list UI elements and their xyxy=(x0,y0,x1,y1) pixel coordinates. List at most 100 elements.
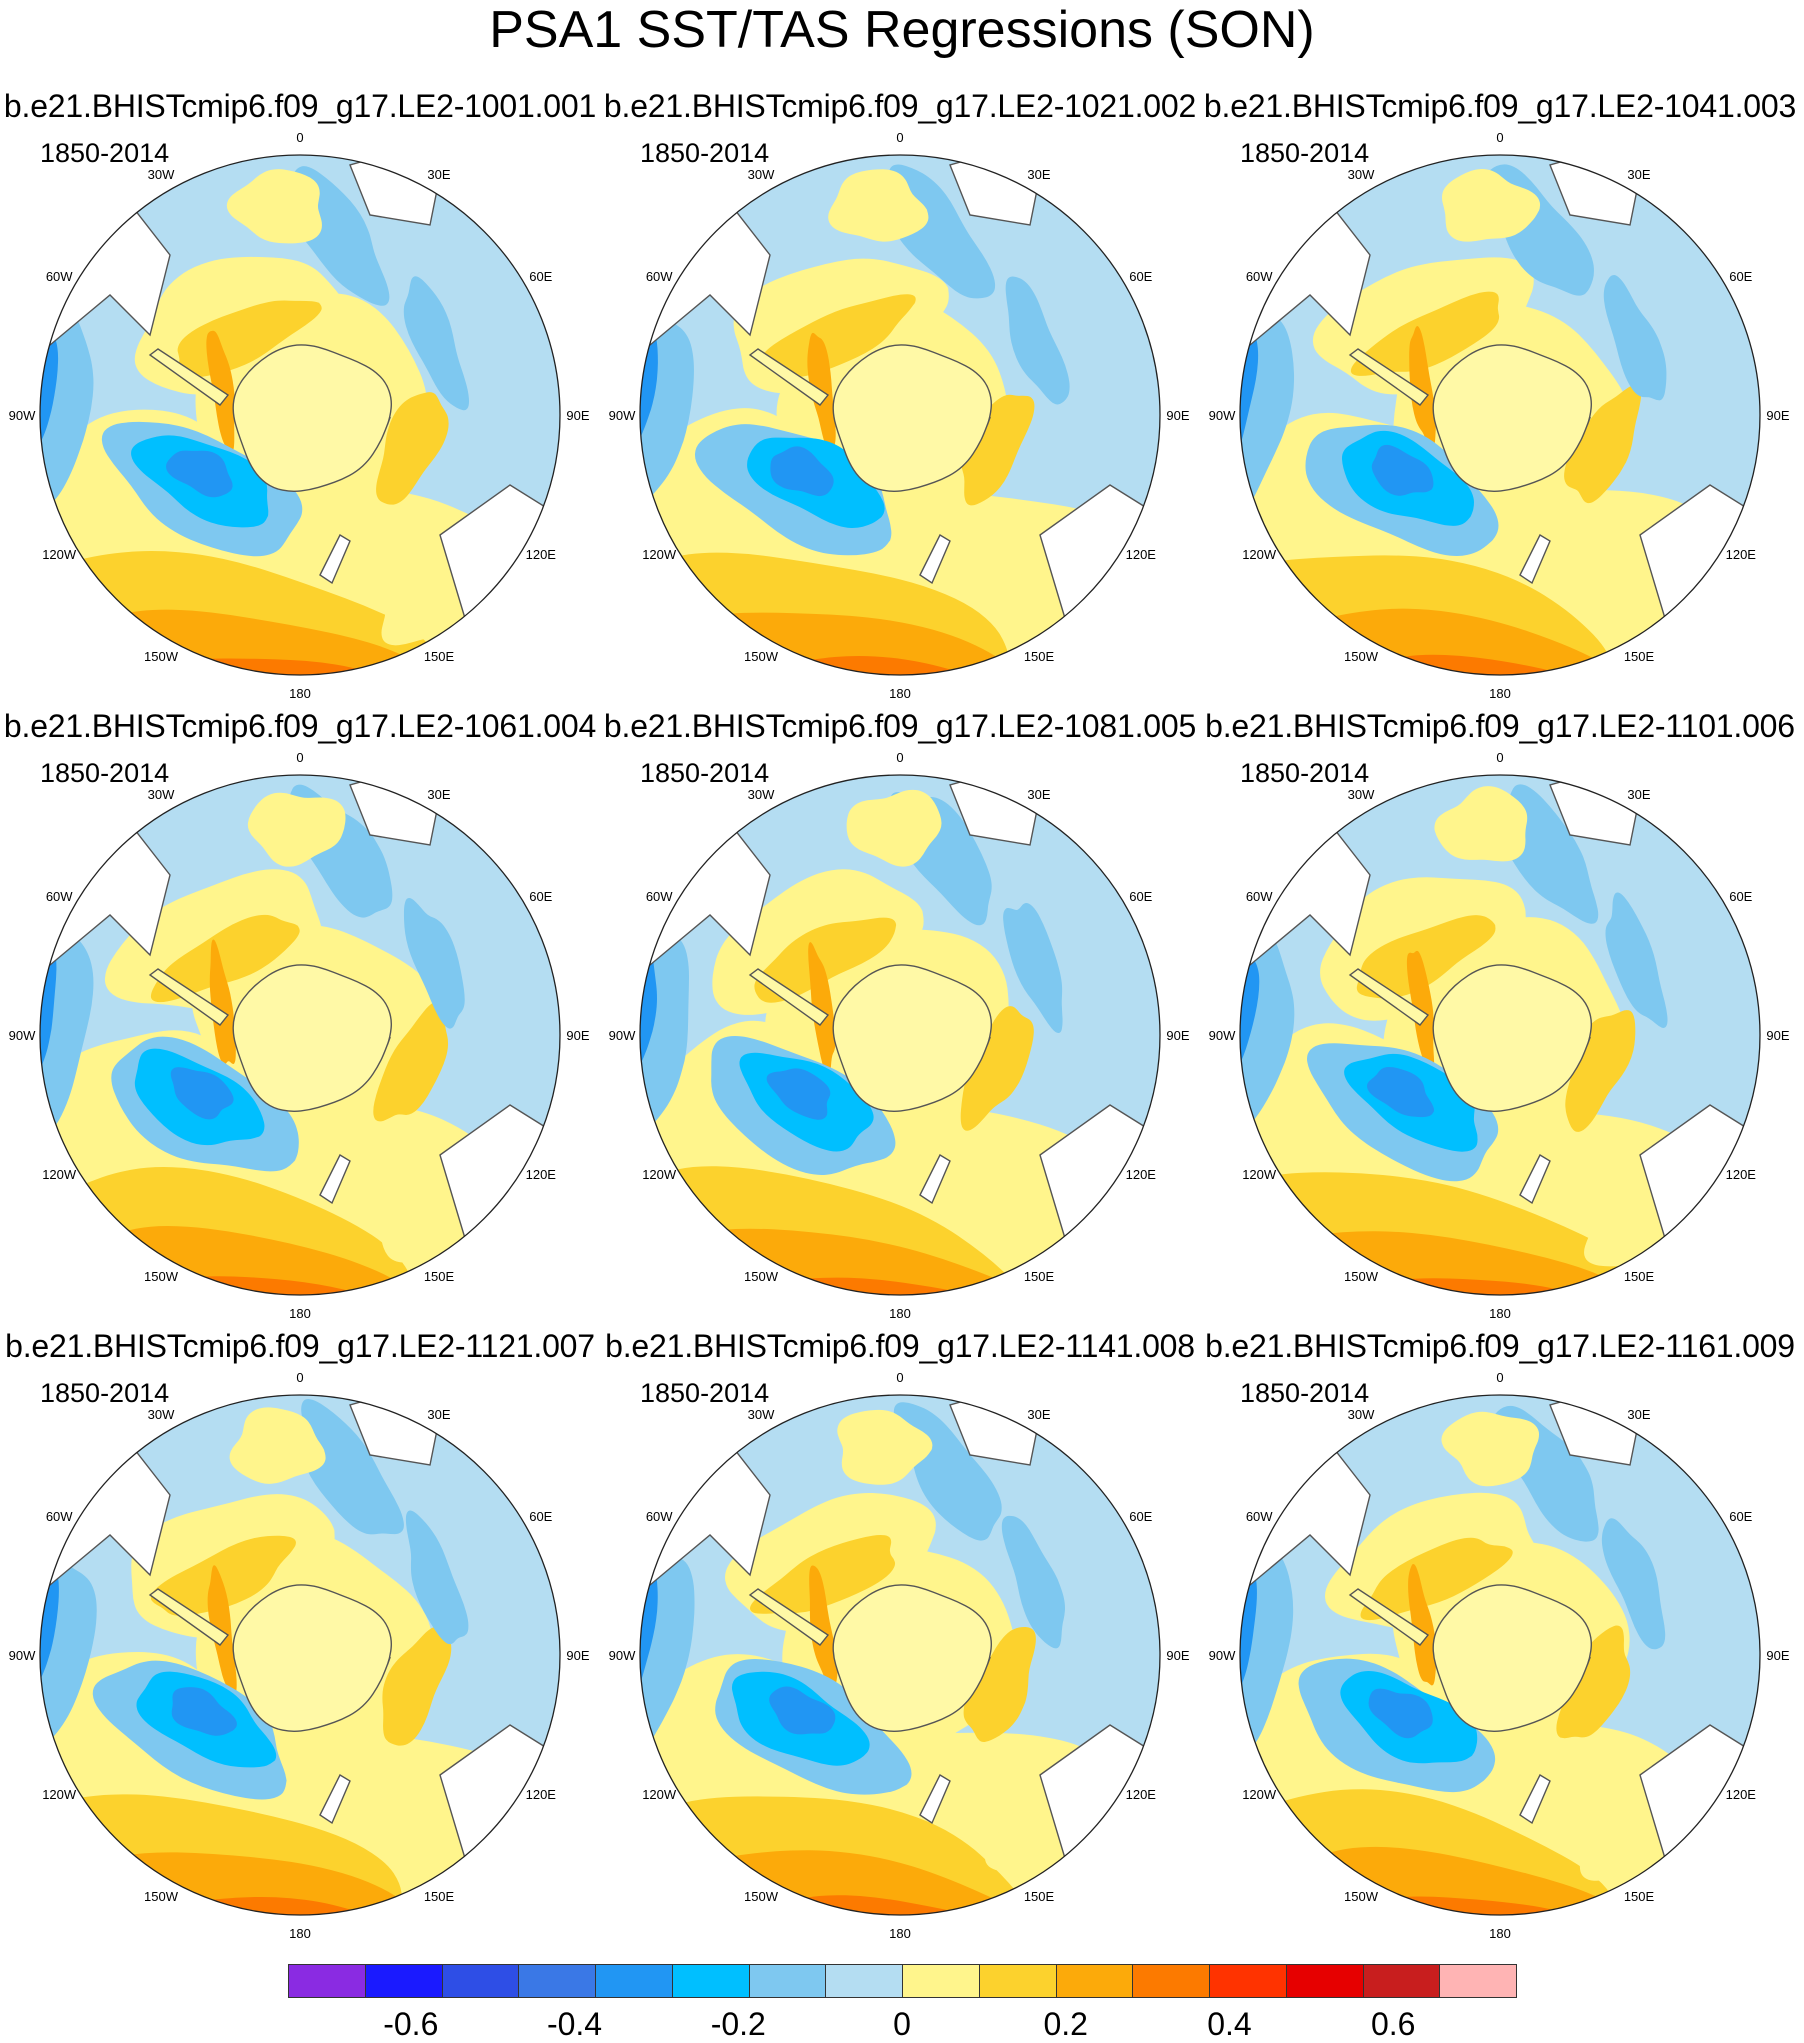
cold-anomaly-region xyxy=(1005,276,1070,405)
new-zealand-landmass xyxy=(1519,1154,1551,1205)
longitude-label: 60E xyxy=(529,1509,552,1524)
antarctic-peninsula xyxy=(148,348,230,406)
longitude-label: 30E xyxy=(427,787,450,802)
new-zealand-landmass xyxy=(319,1774,351,1825)
period-label: 1850-2014 xyxy=(1240,138,1370,168)
colorbar-tick-label: -0.6 xyxy=(383,2006,439,2042)
longitude-label: 150E xyxy=(1024,1889,1055,1904)
regression-field xyxy=(40,155,560,675)
antarctica-landmass xyxy=(232,344,393,493)
warm-anomaly-region xyxy=(373,1001,449,1122)
longitude-label: 60W xyxy=(1246,889,1273,904)
longitude-label: 90E xyxy=(1166,1028,1189,1043)
warm-anomaly-region xyxy=(1556,1625,1631,1739)
cold-anomaly-region xyxy=(1368,1688,1433,1739)
longitude-label: 0 xyxy=(1496,1370,1503,1385)
warm-anomaly-region xyxy=(828,169,929,242)
longitude-label: 120W xyxy=(642,1167,677,1182)
longitude-label: 90E xyxy=(1766,1648,1789,1663)
antarctic-peninsula xyxy=(1348,968,1430,1026)
longitude-label: 0 xyxy=(296,130,303,145)
longitude-label: 150W xyxy=(1344,649,1379,664)
longitude-label: 150W xyxy=(144,649,179,664)
warm-anomaly-region xyxy=(1564,385,1642,504)
colorbar: -0.6 -0.4 -0.2 0 0.2 0.4 0.6 xyxy=(288,1964,1517,2042)
antarctic-peninsula xyxy=(748,1588,830,1646)
longitude-label: 60E xyxy=(529,889,552,904)
longitude-label: 90E xyxy=(1166,1648,1189,1663)
longitude-label: 180 xyxy=(889,1306,911,1321)
longitude-label: 90W xyxy=(1209,1648,1236,1663)
regression-field xyxy=(1240,775,1760,1295)
longitude-label: 150W xyxy=(1344,1889,1379,1904)
period-label: 1850-2014 xyxy=(40,758,170,788)
map-panel: b.e21.BHISTcmip6.f09_g17.LE2-1041.003 0 3… xyxy=(1200,88,1800,708)
longitude-label: 120E xyxy=(526,547,557,562)
cold-anomaly-region xyxy=(403,276,470,411)
new-zealand-landmass xyxy=(1519,1774,1551,1825)
antarctic-peninsula xyxy=(748,968,830,1026)
period-label: 1850-2014 xyxy=(640,138,770,168)
longitude-label: 150E xyxy=(424,1889,455,1904)
antarctica-landmass xyxy=(1432,344,1593,493)
regression-field xyxy=(1240,1395,1760,1915)
longitude-label: 150W xyxy=(744,649,779,664)
longitude-label: 120E xyxy=(526,1167,557,1182)
cold-anomaly-region xyxy=(1367,1066,1435,1118)
cold-anomaly-region xyxy=(770,446,834,497)
panel-title: b.e21.BHISTcmip6.f09_g17.LE2-1081.005 xyxy=(603,708,1197,744)
polar-map: 0 30E 60E 90E 120E 150E 180 150W 120W 90W 60W 30W xyxy=(1209,1370,1790,1941)
warm-anomaly-region xyxy=(837,1409,934,1485)
polar-map: 0 30E 60E 90E 120E 150E 180 150W 120W 90W 60W 30W xyxy=(609,750,1190,1321)
colorbar-swatch xyxy=(825,1964,903,1998)
longitude-label: 90E xyxy=(1766,408,1789,423)
antarctica-landmass xyxy=(832,1584,993,1733)
longitude-label: 180 xyxy=(1489,686,1511,701)
longitude-label: 90E xyxy=(566,1648,589,1663)
longitude-label: 60E xyxy=(1729,1509,1752,1524)
antarctica-landmass xyxy=(1432,1584,1593,1733)
new-zealand-landmass xyxy=(919,1774,951,1825)
regression-field xyxy=(40,775,560,1295)
colorbar-swatch xyxy=(364,1964,443,1998)
longitude-label: 150E xyxy=(1024,649,1055,664)
longitude-label: 30W xyxy=(148,787,175,802)
longitude-label: 0 xyxy=(896,130,903,145)
colorbar-tick-label: 0.4 xyxy=(1207,2006,1252,2042)
warm-anomaly-region xyxy=(808,942,836,1077)
longitude-label: 180 xyxy=(289,1926,311,1941)
period-label: 1850-2014 xyxy=(40,138,170,168)
longitude-label: 60W xyxy=(46,1509,73,1524)
longitude-label: 120W xyxy=(42,1167,77,1182)
cold-anomaly-region xyxy=(1601,1518,1666,1650)
cold-anomaly-region xyxy=(403,897,465,1029)
antarctic-peninsula xyxy=(1348,348,1430,406)
longitude-label: 120E xyxy=(1726,1787,1757,1802)
antarctica-landmass xyxy=(232,964,393,1113)
longitude-label: 150E xyxy=(1624,649,1655,664)
new-zealand-landmass xyxy=(1519,534,1551,585)
colorbar-tick-label: -0.2 xyxy=(710,2006,766,2042)
map-panel: b.e21.BHISTcmip6.f09_g17.LE2-1101.006 0 3… xyxy=(1200,708,1800,1328)
map-boundary xyxy=(639,154,1161,676)
colorbar-tick-label: 0.2 xyxy=(1043,2006,1088,2042)
longitude-label: 90W xyxy=(609,1648,636,1663)
warm-anomaly-region xyxy=(1441,168,1541,242)
warm-anomaly-region xyxy=(1434,786,1528,862)
longitude-label: 30W xyxy=(1348,167,1375,182)
warm-anomaly-region xyxy=(754,917,897,1003)
polar-map: 0 30E 60E 90E 120E 150E 180 150W 120W 90W 60W 30W xyxy=(1209,130,1790,701)
warm-anomaly-region xyxy=(1356,915,1496,999)
longitude-label: 60E xyxy=(1729,269,1752,284)
antarctic-peninsula xyxy=(748,348,830,406)
longitude-label: 60E xyxy=(529,269,552,284)
longitude-label: 90W xyxy=(1209,1028,1236,1043)
longitude-label: 30E xyxy=(1627,167,1650,182)
longitude-label: 30W xyxy=(748,167,775,182)
cold-anomaly-region xyxy=(301,1399,404,1535)
cold-anomaly-region xyxy=(766,1068,831,1120)
longitude-label: 90W xyxy=(609,408,636,423)
antarctica-landmass xyxy=(232,1584,393,1733)
panel-title: b.e21.BHISTcmip6.f09_g17.LE2-1141.008 xyxy=(605,1328,1195,1364)
